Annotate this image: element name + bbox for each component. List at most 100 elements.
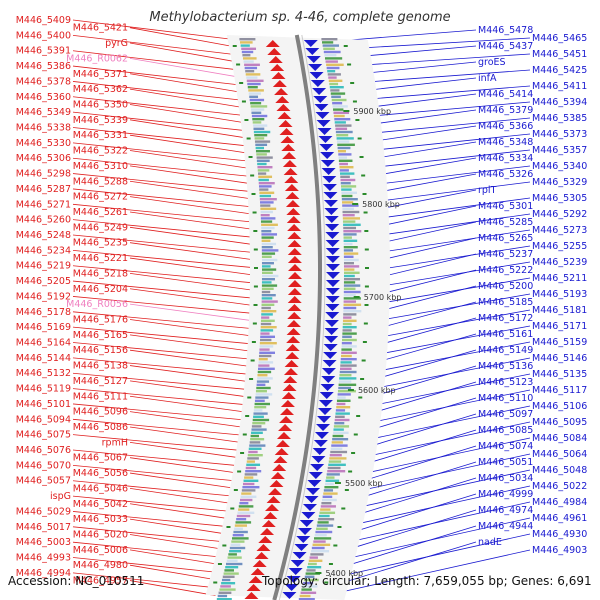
- genome-summary: Topology: circular; Length: 7,659,055 bp…: [262, 574, 592, 588]
- right-leader-line: [358, 413, 477, 451]
- left-feature-stripe: [253, 124, 268, 127]
- right-feature-stripe: [342, 332, 357, 335]
- left-strand-arrow: [265, 504, 280, 511]
- right-gene-label: M446_5366: [478, 121, 533, 132]
- right-feature-stripe: [337, 390, 356, 393]
- left-feature-stripe: [245, 470, 262, 473]
- right-gene-label: M446_5222: [478, 265, 533, 276]
- minor-tick-left: [250, 359, 255, 362]
- right-strand-arrow: [288, 568, 303, 575]
- left-feature-stripe: [241, 47, 257, 50]
- left-feature-stripe: [245, 466, 257, 470]
- right-strand-arrow: [324, 208, 339, 215]
- left-gene-label: M446_5042: [73, 499, 128, 510]
- left-leader-line: [72, 403, 251, 421]
- left-feature-stripe: [260, 326, 277, 329]
- right-feature-stripe: [334, 121, 346, 124]
- left-leader-line: [72, 464, 242, 482]
- right-strand-arrow: [303, 504, 318, 511]
- left-strand-arrow: [248, 576, 263, 583]
- left-gene-label: M446_5169: [16, 322, 71, 333]
- minor-tick-left: [240, 452, 245, 454]
- right-strand-arrow: [325, 240, 340, 247]
- right-strand-arrow: [304, 496, 319, 503]
- left-leader-line: [72, 203, 260, 224]
- right-feature-stripe: [343, 278, 360, 281]
- left-leader-line: [129, 426, 248, 444]
- left-strand-arrow: [287, 240, 302, 247]
- right-gene-label: M446_5451: [532, 49, 587, 60]
- genome-backbone-inner: [278, 34, 326, 600]
- right-feature-stripe: [341, 345, 357, 348]
- left-leader-line: [129, 165, 257, 185]
- right-feature-stripe: [340, 361, 352, 364]
- minor-tick-right: [358, 396, 363, 399]
- right-strand-arrow: [325, 288, 340, 295]
- minor-tick-left: [249, 378, 254, 380]
- left-strand-arrow: [252, 560, 267, 567]
- left-feature-stripe: [258, 175, 273, 178]
- right-leader-line: [370, 293, 531, 323]
- left-feature-stripe: [260, 335, 275, 338]
- right-feature-stripe: [342, 207, 354, 210]
- right-feature-stripe: [342, 322, 352, 326]
- left-leader-line: [129, 288, 260, 307]
- right-feature-stripe: [330, 92, 346, 95]
- right-leader-line: [329, 541, 477, 587]
- left-feature-stripe: [216, 598, 232, 600]
- left-strand-arrow: [246, 584, 261, 591]
- minor-tick-right: [359, 156, 364, 158]
- left-leader-line: [72, 219, 260, 239]
- right-feature-stripe: [342, 201, 354, 204]
- right-feature-stripe: [342, 335, 352, 338]
- right-feature-stripe: [311, 546, 325, 550]
- right-gene-label: M446_4999: [478, 489, 533, 500]
- left-gene-label: M446_5235: [73, 238, 128, 249]
- left-feature-stripe: [244, 63, 260, 66]
- right-gene-label: M446_5064: [532, 449, 587, 460]
- right-gene-label: M446_5146: [532, 353, 587, 364]
- minor-tick-right: [363, 322, 368, 325]
- left-leader-line: [129, 580, 216, 596]
- right-gene-label: M446_5048: [532, 465, 587, 476]
- right-strand-arrow: [319, 392, 334, 399]
- right-gene-label: M446_5285: [478, 217, 533, 228]
- left-feature-stripe: [258, 178, 269, 182]
- left-feature-stripe: [243, 479, 259, 482]
- left-gene-label: M446_5096: [73, 407, 128, 418]
- minor-tick-right: [356, 415, 361, 417]
- right-feature-stripe: [328, 79, 343, 82]
- left-leader-line: [72, 480, 239, 498]
- left-strand-arrow: [272, 464, 287, 471]
- right-feature-stripe: [321, 502, 332, 505]
- left-strand-arrow: [280, 408, 295, 415]
- left-feature-stripe: [261, 268, 277, 271]
- minor-tick-left: [232, 45, 237, 47]
- right-feature-stripe: [307, 562, 317, 566]
- left-strand-arrow: [286, 320, 301, 327]
- right-gene-label: M446_5110: [478, 393, 533, 404]
- left-strand-arrow: [279, 416, 294, 423]
- left-leader-line: [72, 65, 246, 87]
- right-gene-label: M446_5255: [532, 241, 587, 252]
- right-feature-stripe: [325, 60, 338, 63]
- minor-tick-right: [362, 341, 367, 343]
- right-strand-arrow: [325, 256, 340, 263]
- left-leader-line: [72, 495, 236, 513]
- left-feature-stripe: [218, 591, 232, 594]
- left-leader-line: [72, 19, 238, 41]
- left-feature-stripe: [220, 585, 231, 588]
- left-leader-line: [72, 249, 261, 269]
- right-feature-stripe: [343, 226, 357, 230]
- left-gene-label: M446_5138: [73, 361, 128, 372]
- left-gene-label: M446_5006: [73, 545, 128, 556]
- left-leader-line: [129, 503, 234, 520]
- left-feature-stripe: [259, 348, 270, 351]
- left-strand-arrow: [282, 160, 297, 167]
- right-strand-arrow: [307, 480, 322, 487]
- left-gene-label: M446_5132: [16, 368, 71, 379]
- left-feature-stripe: [221, 582, 236, 585]
- left-feature-stripe: [247, 86, 258, 89]
- left-feature-stripe: [254, 140, 271, 143]
- right-gene-label: M446_5305: [532, 193, 587, 204]
